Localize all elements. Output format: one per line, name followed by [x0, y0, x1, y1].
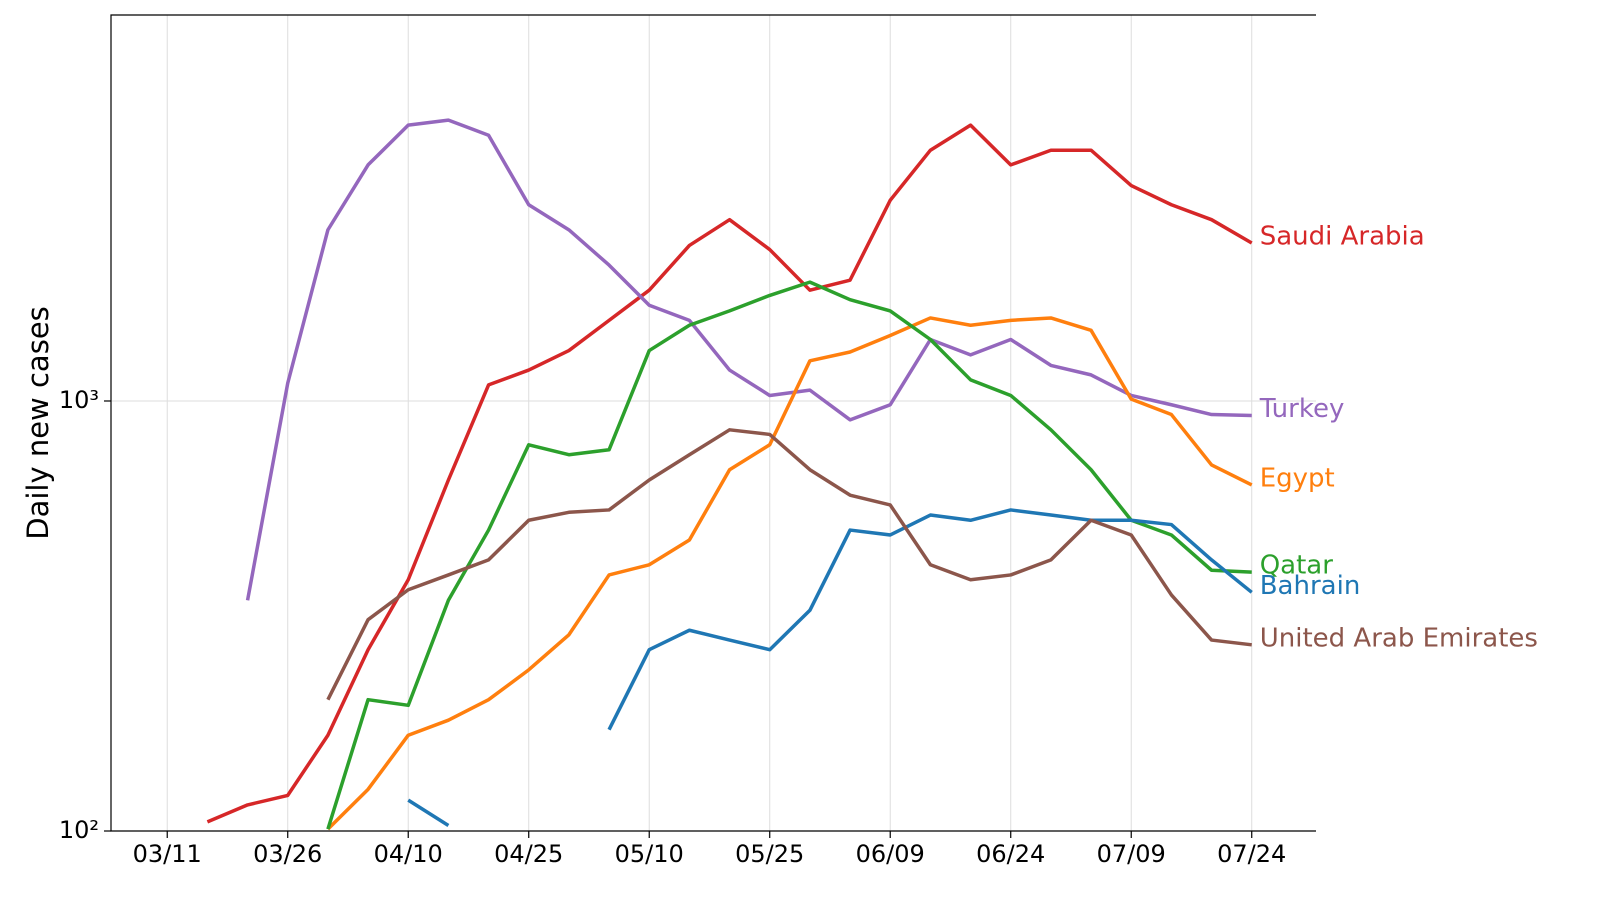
x-tick-label: 07/09 — [1097, 840, 1166, 868]
series-label: Egypt — [1260, 463, 1335, 493]
x-tick-label: 05/25 — [735, 840, 804, 868]
series-line — [407, 508, 1253, 827]
series-label: Bahrain — [1260, 571, 1361, 601]
y-tick-label: 10³ — [59, 386, 99, 414]
x-tick-label: 06/09 — [856, 840, 925, 868]
x-tick-label: 07/24 — [1217, 840, 1286, 868]
series-label: United Arab Emirates — [1260, 623, 1538, 653]
series-line — [326, 280, 1252, 830]
series-line — [206, 123, 1253, 824]
series-line — [245, 118, 1252, 601]
x-tick-label: 04/25 — [494, 840, 563, 868]
series-label: Turkey — [1259, 394, 1345, 424]
x-tick-label: 04/10 — [374, 840, 443, 868]
x-tick-label: 05/10 — [615, 840, 684, 868]
y-axis-label: Daily new cases — [21, 306, 55, 540]
x-tick-label: 06/24 — [976, 840, 1045, 868]
axis-frame — [110, 14, 1316, 832]
plot-area — [206, 118, 1253, 831]
series-line — [326, 428, 1252, 701]
x-tick-label: 03/26 — [253, 840, 322, 868]
series-label: Qatar — [1260, 551, 1334, 581]
series-label: Saudi Arabia — [1260, 222, 1425, 252]
x-tick-label: 03/11 — [133, 840, 202, 868]
y-tick-label: 10² — [59, 816, 99, 844]
series-line — [326, 316, 1253, 831]
